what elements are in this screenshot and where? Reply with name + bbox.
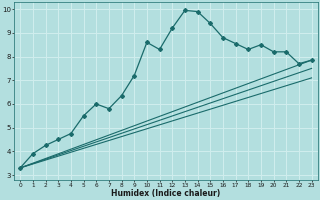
X-axis label: Humidex (Indice chaleur): Humidex (Indice chaleur) — [111, 189, 220, 198]
